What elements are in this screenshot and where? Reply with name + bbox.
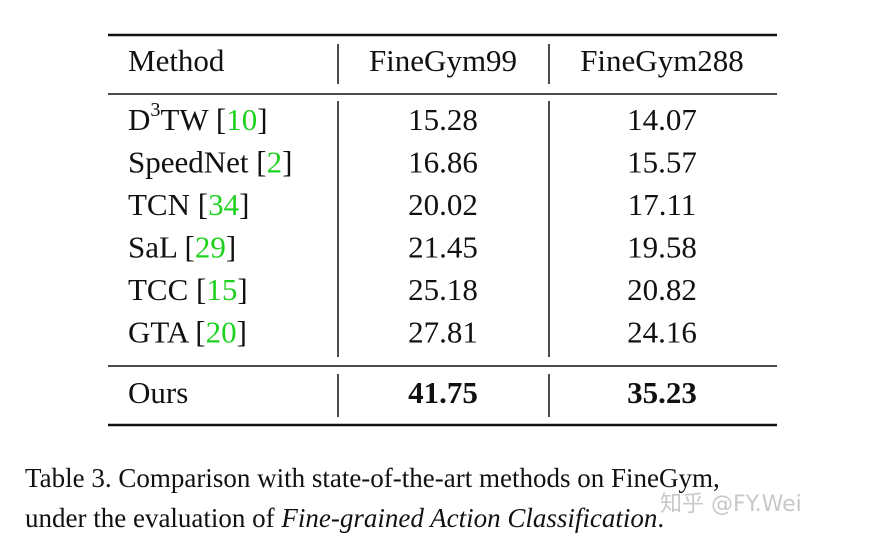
text-segment: TCN [ — [128, 187, 208, 222]
text-segment: Table 3. Comparison with state-of-the-ar… — [25, 463, 720, 493]
text-segment: SpeedNet [ — [128, 145, 267, 180]
cell-text: D3TW [10] — [128, 99, 268, 137]
value-cell: 41.75 — [408, 375, 478, 410]
text-segment: ] — [237, 315, 247, 350]
value-cell: 20.82 — [627, 272, 697, 307]
cell-text: TCN [34] — [128, 187, 249, 222]
text-segment: ] — [237, 272, 247, 307]
text-segment: Fine-grained Action Classification — [280, 503, 657, 533]
value-cell: 27.81 — [408, 315, 478, 350]
cell-text: SaL [29] — [128, 230, 236, 265]
value-cell: 20.02 — [408, 187, 478, 222]
cell-text: Table 3. Comparison with state-of-the-ar… — [25, 463, 720, 493]
value-cell: 19.58 — [627, 230, 697, 265]
cell-text: under the evaluation of Fine-grained Act… — [25, 503, 664, 533]
text-segment: 3 — [150, 99, 160, 121]
header-cell: FineGym288 — [580, 43, 744, 78]
value-cell: 15.57 — [627, 145, 697, 180]
text-segment: Ours — [128, 375, 188, 410]
value-cell: 14.07 — [627, 102, 697, 137]
text-segment: TCC [ — [128, 272, 206, 307]
citation: 2 — [267, 145, 283, 180]
value-cell: 35.23 — [627, 375, 697, 410]
value-cell: 21.45 — [408, 230, 478, 265]
text-segment: ] — [257, 102, 267, 137]
text-segment: TW [ — [160, 102, 226, 137]
cell-text: TCC [15] — [128, 272, 248, 307]
citation: 20 — [206, 315, 237, 350]
text-segment: under the evaluation of — [25, 503, 281, 533]
value-cell: 16.86 — [408, 145, 478, 180]
text-segment: . — [657, 503, 664, 533]
cell-text: SpeedNet [2] — [128, 145, 292, 180]
cell-text: GTA [20] — [128, 315, 247, 350]
header-cell: FineGym99 — [369, 43, 517, 78]
text-segment: GTA [ — [128, 315, 206, 350]
cell-text: Ours — [128, 375, 188, 410]
value-cell: 17.11 — [628, 187, 697, 222]
value-cell: 25.18 — [408, 272, 478, 307]
citation: 34 — [208, 187, 240, 222]
text-segment: D — [128, 102, 150, 137]
text-segment: ] — [239, 187, 249, 222]
citation: 29 — [195, 230, 226, 265]
citation: 10 — [226, 102, 257, 137]
citation: 15 — [206, 272, 237, 307]
text-segment: ] — [226, 230, 236, 265]
header-cell: Method — [128, 43, 225, 78]
value-cell: 15.28 — [408, 102, 478, 137]
text-segment: ] — [282, 145, 292, 180]
value-cell: 24.16 — [627, 315, 697, 350]
text-segment: SaL [ — [128, 230, 195, 265]
watermark: 知乎 @FY.Wei — [660, 492, 802, 517]
